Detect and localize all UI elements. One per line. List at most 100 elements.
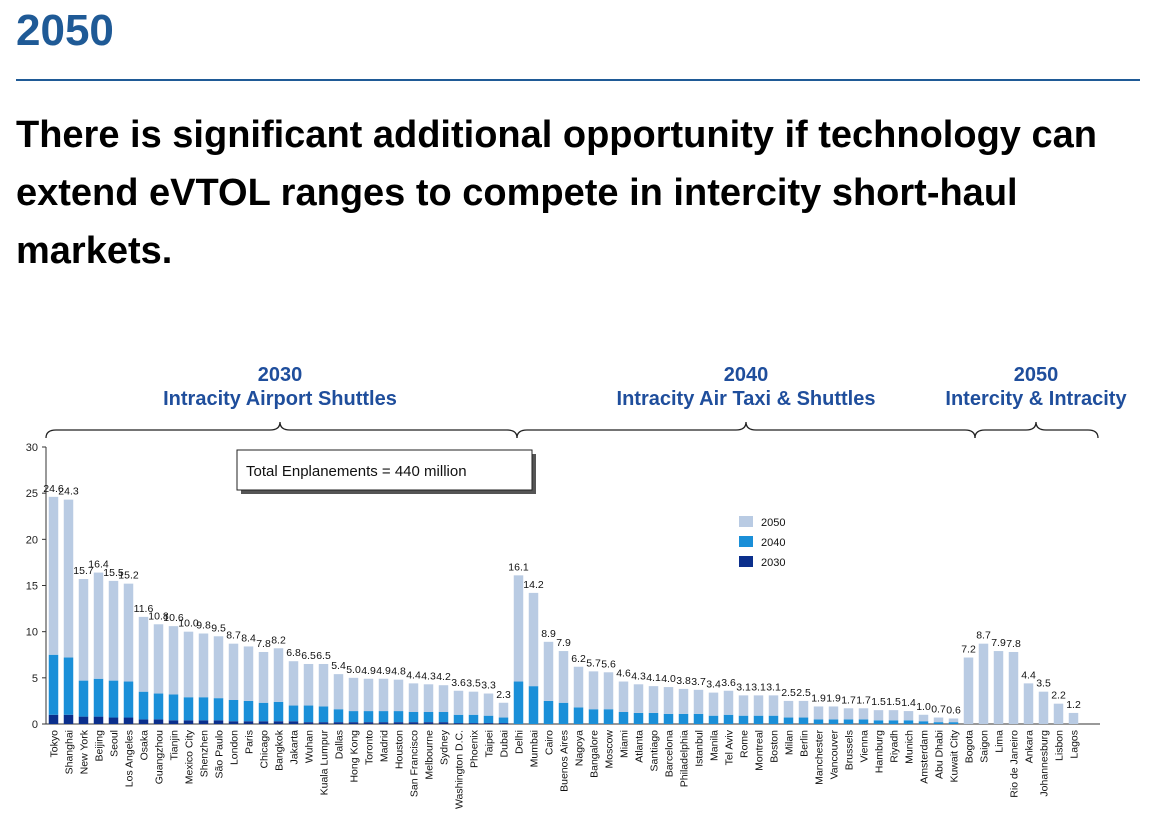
bar-lagos-2050 — [1068, 712, 1079, 724]
value-label-miami: 4.6 — [616, 668, 631, 680]
category-label-bangkok: Bangkok — [274, 729, 286, 771]
bar-toronto-2050 — [363, 678, 374, 712]
bar-kuwait-city-2040 — [948, 722, 959, 724]
value-label-mexico-city: 10.0 — [178, 618, 199, 630]
bar-los-angeles-2050 — [123, 583, 134, 682]
headline: There is significant additional opportun… — [16, 114, 1097, 272]
category-label-dallas: Dallas — [334, 730, 346, 759]
value-label-dubai: 2.3 — [496, 689, 511, 701]
bar-atlanta-2050 — [633, 684, 644, 713]
bar-tel-aviv-2050 — [723, 690, 734, 715]
value-label-wuhan: 6.5 — [301, 650, 316, 662]
category-label-washington-d-c: Washington D.C. — [454, 730, 466, 809]
bar-manchester-2040 — [813, 719, 824, 724]
value-label-buenos-aires: 7.9 — [556, 637, 571, 649]
bar-miami-2050 — [618, 681, 629, 712]
bar-milan-2050 — [783, 700, 794, 718]
bar-hong-kong-2040 — [348, 711, 359, 723]
bar-shenzhen-2040 — [198, 697, 209, 721]
annotation-text: Total Enplanements = 440 million — [246, 463, 467, 480]
year-heading: 2050 — [16, 6, 114, 55]
bar-taipei-2050 — [483, 693, 494, 716]
category-label-shanghai: Shanghai — [64, 730, 76, 774]
legend: 2050 2040 2030 — [739, 516, 785, 569]
value-label-jakarta: 6.8 — [286, 647, 301, 659]
bar-paris-2050 — [243, 646, 254, 701]
bar-madrid-2040 — [378, 711, 389, 723]
bar-tokyo-2050 — [48, 496, 59, 655]
bar-kuala-lumpur-2050 — [318, 663, 329, 707]
bar-ankara-2050 — [1023, 683, 1034, 724]
bar-boston-2040 — [768, 715, 779, 724]
category-label-bogota: Bogota — [964, 730, 976, 763]
value-label-tel-aviv: 3.6 — [721, 677, 736, 689]
bar-seoul-2050 — [108, 580, 119, 681]
bar-tel-aviv-2040 — [723, 714, 734, 724]
bar-jakarta-2030 — [288, 721, 299, 724]
legend-label-2030: 2030 — [761, 557, 785, 569]
category-label-montreal: Montreal — [754, 730, 766, 771]
category-label-santiago: Santiago — [649, 730, 661, 772]
value-label-beijing: 16.4 — [88, 559, 109, 571]
era-brace-2 — [974, 421, 1099, 439]
bar-istanbul-2040 — [693, 713, 704, 724]
bar-san-francisco-2040 — [408, 711, 419, 723]
bar-los-angeles-2040 — [123, 681, 134, 718]
bar-sao-paulo-2030 — [213, 720, 224, 724]
value-label-hamburg: 1.5 — [871, 696, 886, 708]
total-annotation: Total Enplanements = 440 million — [236, 449, 536, 494]
value-label-manila: 3.4 — [706, 679, 721, 691]
bar-mexico-city-2050 — [183, 631, 194, 698]
bar-miami-2040 — [618, 711, 629, 724]
bar-taipei-2040 — [483, 715, 494, 724]
value-label-lagos: 1.2 — [1066, 699, 1081, 711]
bar-beijing-2030 — [93, 716, 104, 724]
bar-chicago-2030 — [258, 721, 269, 724]
bar-tianjin-2040 — [168, 694, 179, 721]
bar-guangzhou-2050 — [153, 624, 164, 694]
category-label-hamburg: Hamburg — [874, 730, 886, 773]
legend-swatch-2050 — [739, 516, 753, 527]
bar-riyadh-2050 — [888, 710, 899, 721]
bar-kuala-lumpur-2030 — [318, 722, 329, 724]
bar-barcelona-2050 — [663, 687, 674, 714]
bar-montreal-2050 — [753, 695, 764, 716]
category-label-boston: Boston — [769, 730, 781, 763]
bar-kuala-lumpur-2040 — [318, 706, 329, 723]
bar-bangalore-2050 — [588, 671, 599, 710]
bar-melbourne-2050 — [423, 684, 434, 712]
category-label-buenos-aires: Buenos Aires — [559, 730, 571, 792]
category-label-taipei: Taipei — [484, 730, 496, 757]
bar-johannesburg-2050 — [1038, 691, 1049, 724]
bar-san-francisco-2050 — [408, 683, 419, 712]
annotation-box — [236, 449, 533, 491]
bar-kuwait-city-2050 — [948, 718, 959, 723]
legend-label-2040: 2040 — [761, 537, 785, 549]
bar-santiago-2050 — [648, 686, 659, 713]
bar-madrid-2050 — [378, 678, 389, 712]
value-label-milan: 2.5 — [781, 687, 796, 699]
value-label-lisbon: 2.2 — [1051, 690, 1066, 702]
value-label-riyadh: 1.5 — [886, 696, 901, 708]
bar-amsterdam-2050 — [918, 714, 929, 722]
bar-sao-paulo-2050 — [213, 636, 224, 699]
value-label-bogota: 7.2 — [961, 644, 976, 656]
bar-bangkok-2030 — [273, 721, 284, 724]
bar-mexico-city-2040 — [183, 697, 194, 721]
category-label-istanbul: Istanbul — [694, 730, 706, 767]
bar-brussels-2040 — [843, 719, 854, 724]
category-label-sydney: Sydney — [439, 729, 451, 765]
bar-montreal-2040 — [753, 715, 764, 724]
bar-melbourne-2030 — [423, 722, 434, 724]
value-label-atlanta: 4.3 — [631, 670, 646, 682]
bar-hamburg-2050 — [873, 710, 884, 721]
bar-osaka-2050 — [138, 616, 149, 692]
y-tick-label: 10 — [26, 627, 38, 639]
bar-seoul-2040 — [108, 680, 119, 718]
category-label-houston: Houston — [394, 730, 406, 769]
bar-sydney-2050 — [438, 685, 449, 712]
category-label-amsterdam: Amsterdam — [919, 730, 931, 784]
bar-jakarta-2040 — [288, 705, 299, 722]
bar-seoul-2030 — [108, 717, 119, 724]
